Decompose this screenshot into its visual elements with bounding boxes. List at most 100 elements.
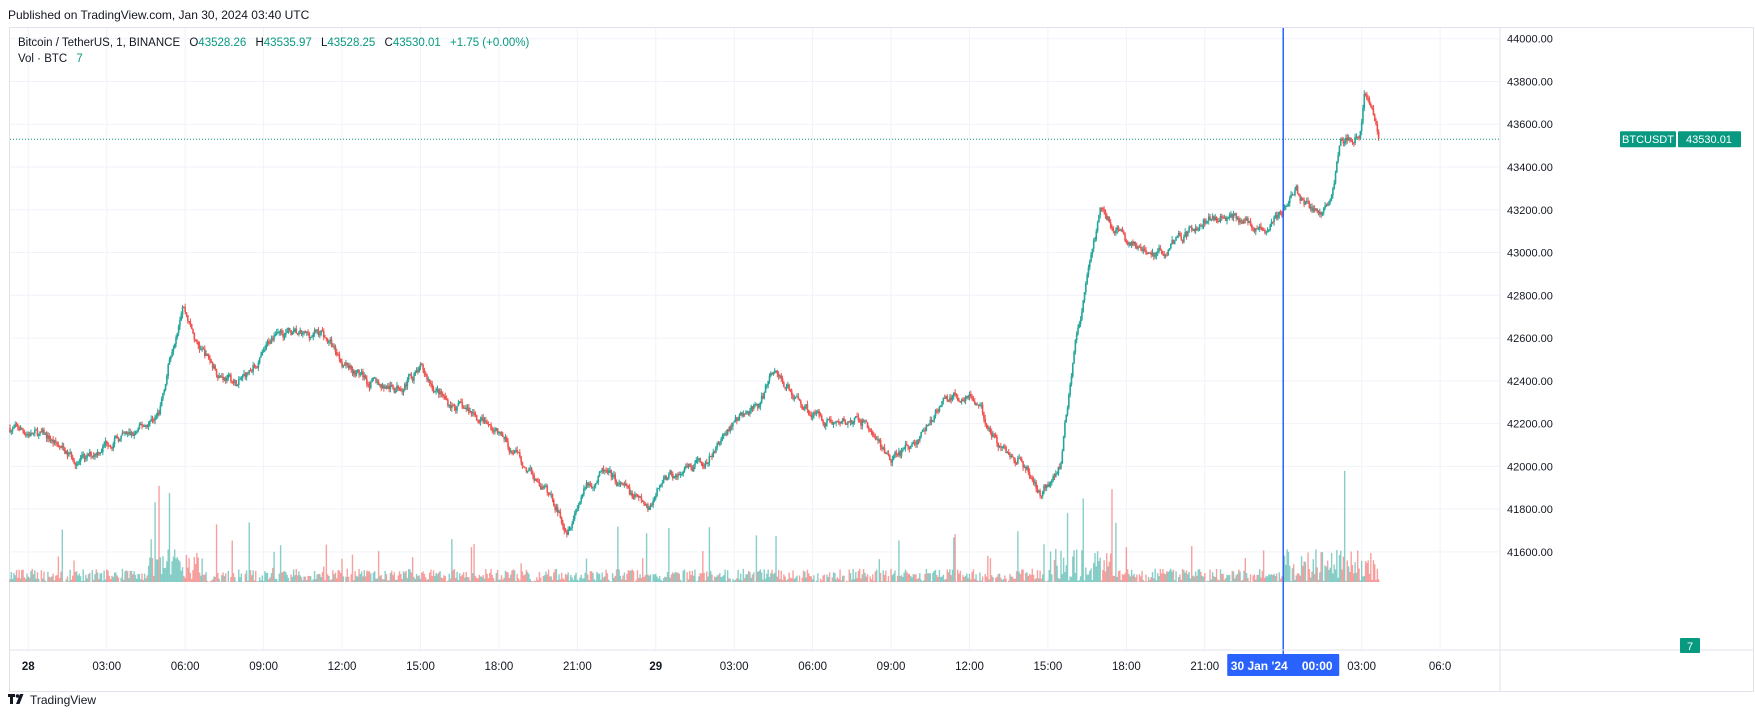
volume-bar <box>611 573 614 582</box>
candle-body <box>811 415 814 418</box>
volume-bar <box>694 569 696 582</box>
volume-bar <box>308 575 311 582</box>
candle-body <box>15 424 18 426</box>
volume-bar <box>899 576 901 582</box>
candle-body <box>794 396 797 398</box>
x-tick-label: 06:00 <box>171 661 200 673</box>
candle-body <box>814 412 817 414</box>
volume-bar <box>1313 574 1316 582</box>
volume-bar <box>240 573 243 582</box>
candle-body <box>730 426 733 428</box>
volume-bar <box>712 580 714 582</box>
volume-bar <box>315 579 317 582</box>
volume-bar <box>908 573 911 582</box>
volume-bar <box>784 576 786 582</box>
candle-body <box>385 386 388 389</box>
volume-bar <box>1264 577 1266 582</box>
candle-body <box>1030 477 1032 479</box>
candle-body <box>580 496 583 502</box>
volume-bar <box>523 575 525 582</box>
chart-frame <box>9 27 1754 692</box>
volume-bar <box>1338 555 1341 582</box>
candle-body <box>147 424 150 427</box>
candle-body <box>35 429 37 431</box>
candle-body <box>542 487 545 489</box>
candle-body <box>512 453 515 455</box>
volume-bar <box>485 569 487 582</box>
volume-bar <box>1375 579 1377 582</box>
volume-bar <box>109 578 112 582</box>
volume-bar <box>227 570 230 582</box>
volume-bar <box>1019 574 1022 582</box>
volume-bar <box>521 571 524 582</box>
candle-body <box>11 428 14 431</box>
volume-bar <box>408 568 410 582</box>
volume-bar <box>653 574 656 582</box>
candle-body <box>1056 473 1058 475</box>
volume-bar <box>991 575 993 582</box>
volume-bar <box>655 573 657 582</box>
volume-bar <box>1309 577 1312 582</box>
candle-body <box>1251 225 1253 229</box>
volume-bar <box>951 569 954 582</box>
volume-bar <box>1108 561 1111 582</box>
candle-body <box>670 470 673 474</box>
volume-bar <box>1235 575 1237 582</box>
candle-body <box>190 323 193 329</box>
candle-body <box>116 435 118 438</box>
volume-bar <box>264 571 266 582</box>
candle-body <box>261 351 264 356</box>
volume-bar <box>977 581 980 582</box>
candle-body <box>517 451 520 453</box>
price-tag-symbol: BTCUSDT <box>1622 134 1674 146</box>
volume-bar <box>351 554 354 582</box>
candle-body <box>997 443 1000 448</box>
volume-bar <box>1056 565 1058 582</box>
candle-body <box>909 446 912 449</box>
candle-body <box>788 384 790 390</box>
candle-body <box>709 456 712 458</box>
candle-body <box>916 440 919 445</box>
volume-bar <box>1117 570 1120 582</box>
candle-body <box>10 430 13 433</box>
volume-bar <box>140 579 142 582</box>
candle-body <box>236 384 239 387</box>
candle-body <box>71 457 74 460</box>
candle-body <box>720 438 722 443</box>
volume-bar <box>958 573 960 582</box>
volume-bar <box>296 575 299 582</box>
volume-bar <box>764 578 767 582</box>
volume-bar <box>309 576 312 582</box>
volume-bar <box>1188 571 1190 582</box>
candle-body <box>584 487 586 489</box>
candle-body <box>1243 219 1245 224</box>
volume-bar <box>558 574 560 582</box>
candle-body <box>990 432 993 437</box>
candle-body <box>1095 231 1098 240</box>
volume-bar <box>36 572 39 582</box>
volume-bar <box>1129 576 1131 582</box>
candle-body <box>879 440 882 447</box>
volume-bar <box>1240 580 1243 582</box>
volume-bar <box>1201 575 1203 582</box>
candle-body <box>928 423 930 426</box>
tradingview-brand[interactable]: TradingView <box>8 693 96 707</box>
volume-bar <box>337 570 339 582</box>
candle-body <box>562 522 564 527</box>
volume-bar <box>852 569 854 582</box>
volume-bar <box>946 569 948 582</box>
volume-bar <box>1307 552 1309 582</box>
candle-body <box>1281 213 1283 216</box>
volume-bar <box>494 581 496 582</box>
candle-body <box>822 420 824 424</box>
symbol-description[interactable]: Bitcoin / TetherUS, 1, BINANCE <box>18 37 181 49</box>
volume-bar <box>943 579 946 582</box>
volume-bar <box>1231 570 1233 582</box>
volume-label[interactable]: Vol · BTC <box>18 53 68 65</box>
candle-body <box>861 420 864 426</box>
candle-body <box>835 421 837 423</box>
candle-body <box>1184 232 1186 238</box>
candle-body <box>437 388 440 395</box>
candle-body <box>91 455 94 457</box>
